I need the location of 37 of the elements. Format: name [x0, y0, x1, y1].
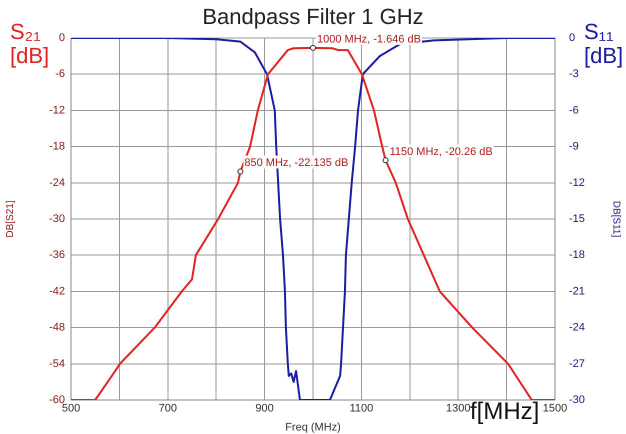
annotation: 1150 MHz, -20.26 dB — [390, 146, 493, 158]
y2-tick-label: -9 — [569, 140, 579, 153]
x-tick-label: 1500 — [542, 402, 568, 415]
y2-tick-label: 0 — [569, 32, 576, 44]
text: S₂₁ [dB] — [10, 19, 50, 68]
y2-tick-label: -12 — [569, 176, 585, 189]
x-tick-label: 700 — [158, 402, 177, 415]
y-tick-label: -12 — [49, 104, 65, 116]
y-tick-label: -24 — [49, 176, 65, 189]
y-tick-label: -36 — [49, 249, 65, 262]
annotation: 850 MHz, -22.135 dB — [244, 157, 348, 170]
x-tick-label: 900 — [255, 402, 274, 415]
y-axis-title: DB[S21] — [4, 200, 16, 238]
y-tick-label: -42 — [49, 285, 65, 298]
x-axis-title: Freq (MHz) — [285, 421, 341, 434]
y-tick-label: -30 — [49, 213, 65, 226]
y-tick-label: -18 — [49, 140, 65, 153]
chart-title: Bandpass Filter 1 GHz — [202, 4, 424, 29]
y2-tick-label: -3 — [569, 68, 579, 80]
y2-tick-label: -18 — [569, 249, 585, 262]
y2-tick-label: -6 — [569, 104, 579, 116]
y-tick-label: -54 — [49, 358, 65, 370]
y2-tick-label: -21 — [569, 285, 585, 298]
y-tick-label: -48 — [49, 322, 65, 334]
annotation: f[MHz] — [470, 398, 540, 425]
x-tick-label: 1300 — [446, 402, 470, 415]
y2-axis-title: DB[S11] — [610, 200, 622, 238]
x-tick-label: 500 — [62, 402, 80, 415]
y-tick-label: -6 — [55, 68, 65, 80]
x-tick-label: 1100 — [350, 402, 374, 415]
y-tick-label: 0 — [58, 32, 65, 44]
annotation: 1000 MHz, -1.646 dB — [317, 33, 421, 46]
y2-tick-label: -24 — [569, 322, 585, 334]
y2-tick-label: -27 — [569, 358, 585, 370]
y2-tick-label: -30 — [569, 394, 585, 406]
y2-tick-label: -15 — [569, 213, 585, 226]
text: S₁₁ [dB] — [584, 19, 624, 68]
